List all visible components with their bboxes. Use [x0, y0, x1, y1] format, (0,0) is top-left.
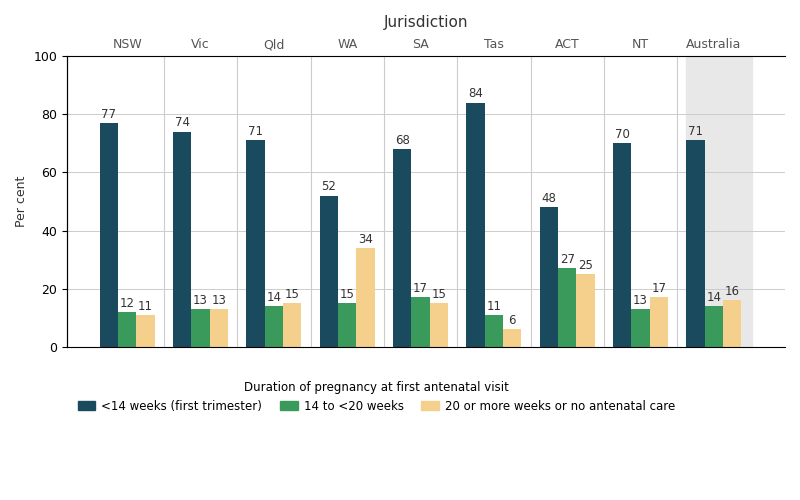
- Bar: [540, 208, 558, 347]
- Bar: [393, 149, 411, 347]
- Y-axis label: Per cent: Per cent: [15, 176, 28, 227]
- Text: 13: 13: [193, 294, 208, 307]
- Text: 71: 71: [248, 125, 263, 138]
- Bar: [100, 123, 118, 347]
- Text: 77: 77: [102, 108, 117, 120]
- Text: 84: 84: [468, 87, 483, 100]
- Text: 70: 70: [614, 128, 630, 141]
- Text: 14: 14: [706, 291, 722, 304]
- Text: 34: 34: [358, 232, 373, 245]
- Bar: [686, 56, 752, 347]
- Text: 13: 13: [633, 294, 648, 307]
- Bar: [265, 306, 283, 347]
- Text: 13: 13: [211, 294, 226, 307]
- Bar: [723, 300, 742, 347]
- X-axis label: Jurisdiction: Jurisdiction: [384, 15, 468, 30]
- Text: 68: 68: [395, 134, 410, 147]
- Bar: [173, 132, 191, 347]
- Text: 48: 48: [542, 192, 556, 205]
- Text: 71: 71: [688, 125, 703, 138]
- Text: 11: 11: [486, 300, 502, 312]
- Bar: [686, 140, 705, 347]
- Bar: [137, 315, 154, 347]
- Text: 11: 11: [138, 300, 153, 312]
- Text: 17: 17: [651, 282, 666, 295]
- Bar: [650, 298, 668, 347]
- Text: 16: 16: [725, 285, 740, 298]
- Text: 6: 6: [509, 314, 516, 327]
- Bar: [411, 298, 430, 347]
- Bar: [485, 315, 503, 347]
- Bar: [357, 248, 374, 347]
- Text: 12: 12: [120, 296, 134, 310]
- Bar: [631, 309, 650, 347]
- Text: 14: 14: [266, 291, 282, 304]
- Bar: [613, 144, 631, 347]
- Bar: [466, 102, 485, 347]
- Bar: [246, 140, 265, 347]
- Bar: [320, 196, 338, 347]
- Bar: [210, 309, 228, 347]
- Text: 25: 25: [578, 259, 593, 272]
- Bar: [283, 304, 302, 347]
- Bar: [503, 330, 522, 347]
- Bar: [430, 304, 448, 347]
- Text: 15: 15: [340, 288, 354, 301]
- Text: 17: 17: [413, 282, 428, 295]
- Text: 15: 15: [285, 288, 300, 301]
- Bar: [576, 274, 594, 347]
- Text: 74: 74: [174, 116, 190, 130]
- Bar: [558, 268, 576, 347]
- Bar: [191, 309, 210, 347]
- Text: 52: 52: [322, 180, 336, 194]
- Bar: [338, 304, 357, 347]
- Bar: [118, 312, 137, 347]
- Text: 27: 27: [560, 253, 574, 266]
- Bar: [705, 306, 723, 347]
- Legend: <14 weeks (first trimester), 14 to <20 weeks, 20 or more weeks or no antenatal c: <14 weeks (first trimester), 14 to <20 w…: [73, 376, 680, 418]
- Text: 15: 15: [431, 288, 446, 301]
